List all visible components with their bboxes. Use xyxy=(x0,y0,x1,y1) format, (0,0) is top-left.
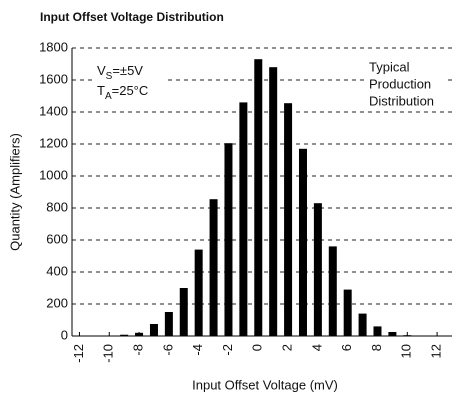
x-tick-label: 6 xyxy=(339,344,354,351)
bar xyxy=(388,332,397,336)
x-tick-label: -2 xyxy=(220,344,235,356)
y-tick-label: 200 xyxy=(46,295,68,310)
y-tick-label: 600 xyxy=(46,231,68,246)
y-tick-label: 1000 xyxy=(39,167,68,182)
bar xyxy=(403,335,412,336)
annotation-rest: =±5V xyxy=(112,63,143,78)
y-tick-label: 0 xyxy=(61,327,68,342)
annotation-rest: =25°C xyxy=(112,83,149,98)
annotation-sub: A xyxy=(105,91,112,102)
annotation-main: V xyxy=(97,63,106,78)
y-tick-label: 1200 xyxy=(39,135,68,150)
x-tick-label: -4 xyxy=(190,344,205,356)
x-tick-label: 4 xyxy=(309,344,324,351)
bar xyxy=(254,59,263,336)
bar xyxy=(298,148,307,336)
bar xyxy=(164,312,173,336)
note-line: Distribution xyxy=(369,93,434,108)
x-tick-label: -12 xyxy=(71,344,86,363)
bar xyxy=(120,334,129,336)
y-tick-label: 1600 xyxy=(39,71,68,86)
bar xyxy=(269,67,278,336)
bar xyxy=(135,332,144,336)
annotation-sub: S xyxy=(106,71,113,82)
annotation-bg xyxy=(94,83,164,101)
bar xyxy=(209,199,218,336)
x-tick-label: 2 xyxy=(280,344,295,351)
y-tick-label: 800 xyxy=(46,199,68,214)
y-tick-label: 400 xyxy=(46,263,68,278)
bar xyxy=(358,313,367,336)
note-bg xyxy=(366,77,446,93)
note-line: Production xyxy=(369,76,431,91)
chart-title: Input Offset Voltage Distribution xyxy=(40,10,224,24)
x-tick-label: -8 xyxy=(130,344,145,356)
annotation-bg xyxy=(94,63,164,81)
bar xyxy=(313,203,322,336)
x-axis-label: Input Offset Voltage (mV) xyxy=(192,377,338,392)
y-axis-label: Quantity (Amplifiers) xyxy=(7,133,22,251)
bar xyxy=(373,326,382,336)
x-tick-label: 10 xyxy=(399,344,414,358)
bar xyxy=(149,324,158,336)
note-line: Typical xyxy=(369,59,410,74)
y-tick-label: 1400 xyxy=(39,103,68,118)
x-tick-label: -6 xyxy=(160,344,175,356)
x-tick-label: 12 xyxy=(429,344,444,358)
bar xyxy=(224,143,233,336)
note-bg xyxy=(366,60,446,76)
x-tick-label: -10 xyxy=(101,344,116,363)
annotation-main: T xyxy=(97,83,105,98)
bar xyxy=(239,102,248,337)
bar xyxy=(328,246,337,336)
annotation: VS=±5V xyxy=(97,63,143,81)
bar xyxy=(284,103,293,336)
x-tick-label: 0 xyxy=(250,344,265,351)
y-tick-label: 1800 xyxy=(39,39,68,54)
note-bg xyxy=(366,94,446,110)
bar xyxy=(179,288,188,336)
bar xyxy=(343,289,352,336)
annotation: TA=25°C xyxy=(97,83,148,101)
x-tick-label: 8 xyxy=(369,344,384,351)
bar xyxy=(194,249,203,336)
